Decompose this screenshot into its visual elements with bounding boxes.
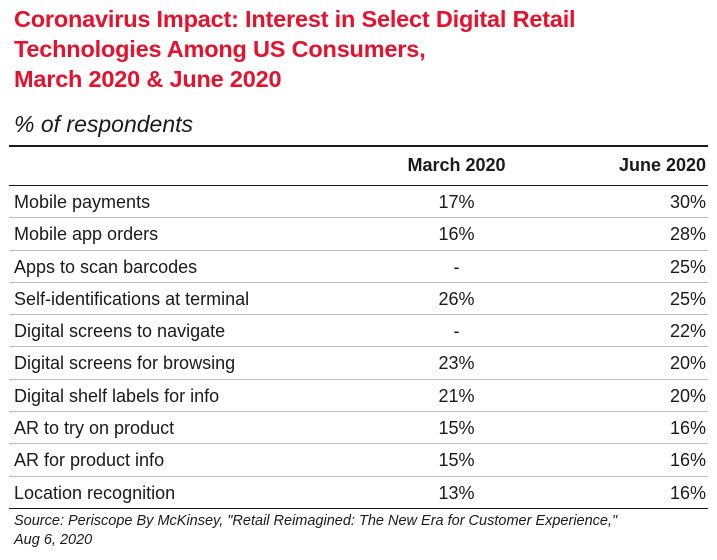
table-row: AR to try on product 15% 16% bbox=[9, 412, 708, 445]
cell-june-2020: 20% bbox=[669, 353, 706, 374]
column-header-june-2020: June 2020 bbox=[618, 155, 706, 175]
row-label: Digital shelf labels for info bbox=[14, 385, 220, 406]
source-line: Aug 6, 2020 bbox=[14, 532, 93, 548]
table-row: AR for product info 15% 16% bbox=[9, 444, 708, 477]
cell-june-2020: 25% bbox=[669, 288, 706, 309]
cell-march-2020: 26% bbox=[438, 288, 475, 309]
table-body: Mobile payments 17% 30% Mobile app orders 16… bbox=[9, 186, 708, 509]
source-line: Source: Periscope By McKinsey, "Retail R… bbox=[14, 513, 618, 529]
row-label: AR for product info bbox=[14, 450, 165, 471]
cell-march-2020: 15% bbox=[438, 418, 475, 439]
chart-title-line: Technologies Among US Consumers, bbox=[14, 36, 426, 62]
table-top-rule bbox=[9, 145, 708, 147]
cell-march-2020: 21% bbox=[438, 385, 475, 406]
cell-june-2020: 25% bbox=[669, 256, 706, 277]
chart-title: Coronavirus Impact: Interest in Select D… bbox=[14, 4, 704, 94]
row-label: Apps to scan barcodes bbox=[14, 256, 198, 277]
cell-march-2020: 17% bbox=[438, 192, 475, 212]
table-header-row: March 2020 June 2020 bbox=[9, 148, 708, 184]
cell-march-2020: - bbox=[453, 256, 460, 277]
cell-march-2020: 15% bbox=[438, 450, 475, 471]
table-row: Digital screens to navigate - 22% bbox=[9, 315, 708, 348]
column-header-march-2020: March 2020 bbox=[407, 155, 506, 175]
cell-june-2020: 16% bbox=[669, 482, 706, 503]
chart-title-line: Coronavirus Impact: Interest in Select D… bbox=[14, 6, 576, 32]
cell-june-2020: 22% bbox=[669, 321, 706, 342]
table-row: Location recognition 13% 16% bbox=[9, 477, 708, 509]
row-label: Mobile app orders bbox=[14, 224, 159, 245]
table-row: Apps to scan barcodes - 25% bbox=[9, 251, 708, 283]
table-row: Mobile payments 17% 30% bbox=[9, 186, 708, 219]
cell-march-2020: 13% bbox=[438, 482, 475, 503]
cell-june-2020: 20% bbox=[669, 385, 706, 406]
row-label: Digital screens for browsing bbox=[14, 353, 236, 374]
cell-june-2020: 16% bbox=[669, 450, 706, 471]
row-label: Location recognition bbox=[14, 482, 176, 503]
cell-june-2020: 16% bbox=[669, 418, 706, 439]
row-label: Digital screens to navigate bbox=[14, 321, 226, 342]
table-row: Digital screens for browsing 23% 20% bbox=[9, 347, 708, 380]
cell-june-2020: 30% bbox=[669, 192, 706, 212]
row-label: Mobile payments bbox=[14, 192, 151, 212]
cell-march-2020: 23% bbox=[438, 353, 475, 374]
chart-subtitle: % of respondents bbox=[14, 111, 194, 137]
source-note: Source: Periscope By McKinsey, "Retail R… bbox=[14, 512, 704, 550]
table-bottom-rule bbox=[9, 508, 708, 509]
cell-june-2020: 28% bbox=[669, 224, 706, 245]
table-row: Self-identifications at terminal 26% 25% bbox=[9, 283, 708, 316]
cell-march-2020: 16% bbox=[438, 224, 475, 245]
table-row: Digital shelf labels for info 21% 20% bbox=[9, 380, 708, 413]
table-row: Mobile app orders 16% 28% bbox=[9, 218, 708, 251]
chart-title-line: March 2020 & June 2020 bbox=[14, 66, 282, 92]
row-label: AR to try on product bbox=[14, 418, 175, 439]
table-header-rule bbox=[9, 185, 708, 186]
row-label: Self-identifications at terminal bbox=[14, 288, 250, 309]
cell-march-2020: - bbox=[453, 321, 460, 342]
